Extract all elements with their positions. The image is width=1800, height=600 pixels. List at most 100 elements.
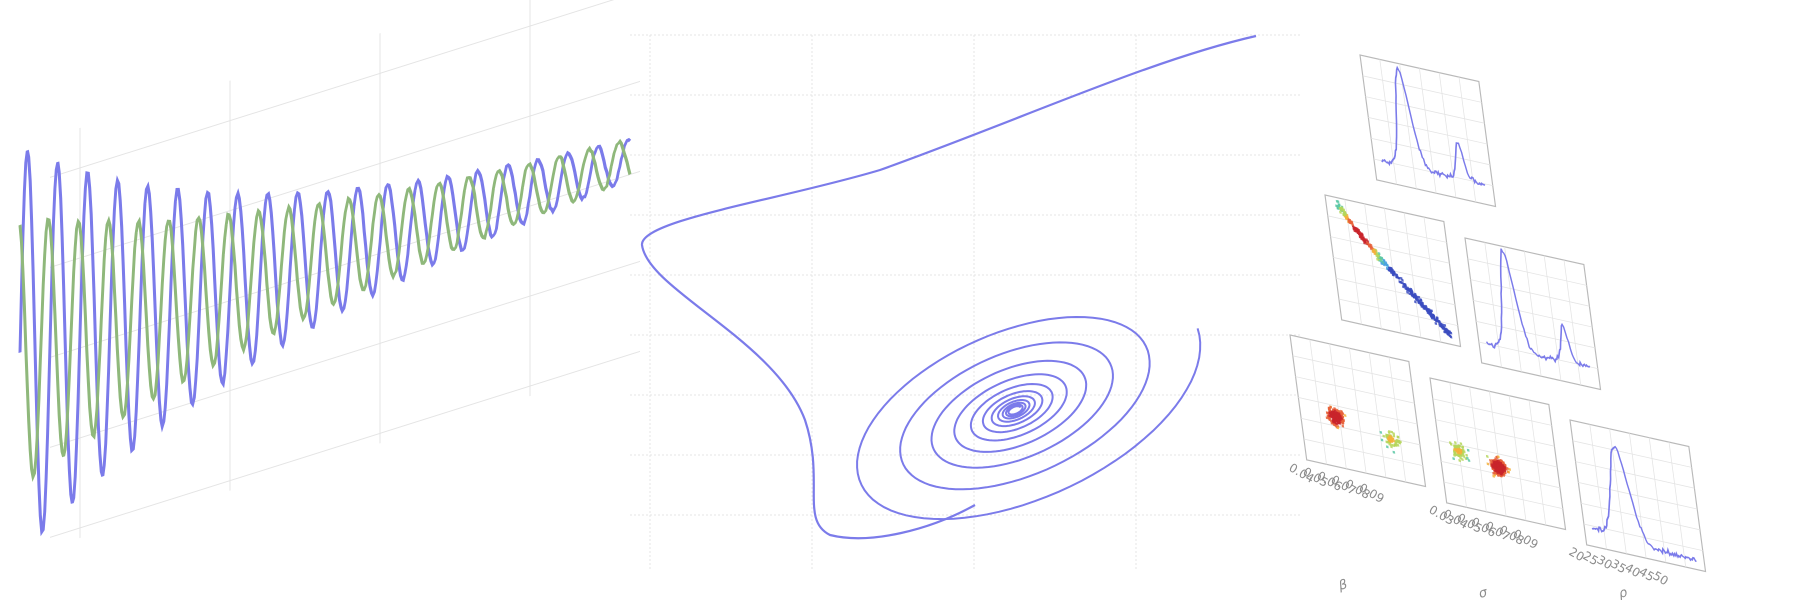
spiral-series bbox=[640, 34, 1257, 540]
density-point bbox=[1499, 469, 1502, 473]
oscillation-series bbox=[18, 137, 632, 537]
histogram-line bbox=[1381, 65, 1486, 187]
density-point bbox=[1490, 460, 1493, 464]
density-point bbox=[1336, 414, 1340, 418]
density-point bbox=[1336, 426, 1340, 430]
oscillation-grid bbox=[50, 0, 640, 539]
tick-label: 35 bbox=[1609, 556, 1629, 576]
density-point bbox=[1395, 275, 1398, 279]
density-point bbox=[1330, 421, 1334, 425]
density-point bbox=[1421, 301, 1425, 305]
tick-label: 45 bbox=[1637, 564, 1657, 584]
density-point bbox=[1414, 295, 1418, 299]
density-point bbox=[1361, 237, 1365, 241]
panel-oscillation-chart bbox=[18, 0, 640, 539]
density-point bbox=[1458, 450, 1462, 454]
series-line-blue bbox=[18, 137, 632, 537]
tick-label: 0.09 bbox=[1511, 526, 1541, 551]
density-point bbox=[1434, 321, 1438, 325]
density-point bbox=[1340, 416, 1344, 420]
histogram-cell bbox=[1464, 237, 1602, 391]
density-point bbox=[1379, 430, 1383, 434]
density-point bbox=[1496, 471, 1499, 475]
density-point bbox=[1389, 266, 1393, 270]
density-point bbox=[1360, 232, 1363, 236]
scatter-cell bbox=[1324, 194, 1462, 348]
tick-label: 30 bbox=[1595, 552, 1615, 572]
density-point bbox=[1496, 463, 1500, 467]
density-point bbox=[1366, 241, 1369, 245]
spiral-grid bbox=[630, 34, 1300, 570]
density-point bbox=[1505, 466, 1509, 470]
density-point bbox=[1459, 454, 1463, 458]
density-point bbox=[1329, 411, 1332, 415]
density-point bbox=[1452, 457, 1456, 461]
density-point bbox=[1459, 456, 1462, 460]
density-point bbox=[1335, 408, 1339, 412]
density-point bbox=[1337, 409, 1341, 413]
density-point bbox=[1348, 218, 1352, 222]
density-point bbox=[1497, 466, 1501, 470]
density-point bbox=[1388, 430, 1391, 434]
density-point bbox=[1466, 448, 1470, 452]
density-point bbox=[1337, 421, 1341, 425]
density-point bbox=[1459, 442, 1463, 446]
density-point bbox=[1433, 318, 1437, 322]
density-point bbox=[1341, 415, 1345, 419]
density-point bbox=[1363, 241, 1366, 245]
corner-plot-cells: 0.040.050.060.070.080.09β0.030.040.050.0… bbox=[1287, 54, 1707, 600]
density-point bbox=[1423, 306, 1426, 310]
density-point bbox=[1465, 453, 1469, 457]
density-point bbox=[1430, 315, 1434, 319]
tick-label: 25 bbox=[1581, 548, 1601, 568]
density-point bbox=[1502, 467, 1505, 471]
density-point bbox=[1331, 419, 1335, 423]
oscillation-plot-area bbox=[18, 0, 640, 539]
density-point bbox=[1388, 439, 1391, 443]
tick-label-group: 0.040.050.060.070.080.09β bbox=[1287, 460, 1387, 594]
density-point bbox=[1453, 453, 1456, 457]
density-point bbox=[1385, 445, 1389, 449]
density-point bbox=[1405, 287, 1409, 291]
scatter-cell bbox=[1289, 334, 1427, 488]
density-point bbox=[1382, 434, 1386, 438]
density-point bbox=[1409, 290, 1413, 295]
density-point bbox=[1329, 405, 1332, 409]
density-point bbox=[1503, 465, 1506, 469]
density-point bbox=[1325, 411, 1329, 415]
histogram-line bbox=[1591, 445, 1697, 562]
density-point bbox=[1328, 409, 1331, 413]
grid-line bbox=[50, 80, 640, 268]
density-point bbox=[1341, 424, 1345, 428]
density-point bbox=[1363, 239, 1367, 243]
density-point bbox=[1393, 443, 1397, 447]
density-point bbox=[1387, 268, 1391, 272]
density-point bbox=[1453, 444, 1457, 448]
density-point bbox=[1419, 298, 1423, 302]
grid-line bbox=[1443, 481, 1563, 510]
density-point bbox=[1421, 303, 1425, 307]
density-point bbox=[1392, 434, 1396, 438]
density-point bbox=[1498, 462, 1502, 466]
density-point bbox=[1332, 423, 1336, 427]
panel-spiral-chart bbox=[630, 34, 1300, 570]
density-point bbox=[1497, 455, 1500, 459]
density-point bbox=[1334, 418, 1338, 422]
tick-label: 50 bbox=[1651, 568, 1671, 588]
scatter-cell bbox=[1429, 377, 1567, 531]
density-point bbox=[1377, 252, 1381, 256]
density-point bbox=[1354, 226, 1358, 230]
density-point bbox=[1454, 441, 1457, 445]
density-point bbox=[1397, 276, 1401, 280]
density-point bbox=[1334, 414, 1338, 418]
density-point bbox=[1508, 467, 1512, 471]
density-point bbox=[1373, 250, 1377, 254]
density-point bbox=[1443, 323, 1447, 327]
density-point bbox=[1396, 435, 1400, 439]
density-point bbox=[1339, 210, 1342, 214]
panel-corner-plot: 0.040.050.060.070.080.09β0.030.040.050.0… bbox=[1287, 54, 1707, 600]
density-point bbox=[1406, 290, 1409, 294]
density-point bbox=[1340, 409, 1343, 413]
density-point bbox=[1375, 252, 1379, 256]
density-point bbox=[1385, 440, 1389, 444]
